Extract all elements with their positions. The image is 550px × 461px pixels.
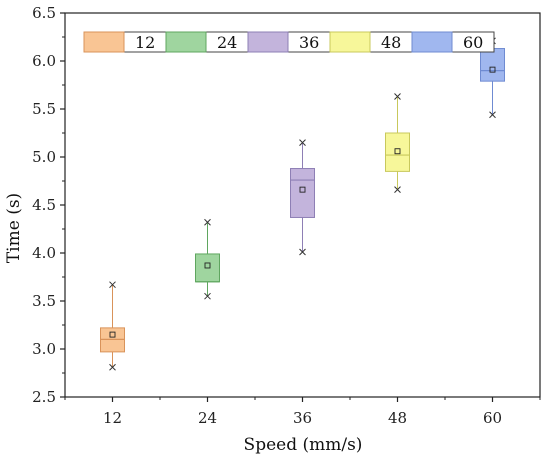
y-ticks: 2.5 3.0 3.5 4.0 4.5 5.0 5.5 6.0 6.5 (32, 4, 65, 406)
y-tick-label: 3.0 (32, 340, 56, 358)
legend-swatch-12 (83, 31, 125, 53)
y-tick-label: 5.0 (32, 148, 56, 166)
x-ticks: 12 24 36 48 60 (64, 397, 541, 427)
box-48 (385, 93, 410, 193)
legend-label-48: 48 (381, 33, 401, 52)
mean-marker (489, 66, 496, 73)
legend-swatch-24 (165, 31, 207, 53)
legend-label-36: 36 (299, 33, 319, 52)
y-tick-label: 4.5 (32, 196, 56, 214)
mean-marker (204, 262, 211, 269)
y-axis-title: Time (s) (4, 193, 24, 263)
extreme-marker (204, 292, 211, 300)
extreme-marker (394, 186, 401, 193)
box-60 (480, 37, 505, 119)
x-tick-label: 60 (483, 409, 502, 427)
legend: 12 24 36 48 60 (83, 31, 495, 53)
x-tick-label: 48 (388, 409, 407, 427)
y-tick-label: 5.5 (32, 100, 56, 118)
boxes (100, 37, 505, 371)
extreme-marker (109, 281, 116, 289)
extreme-marker (109, 363, 116, 371)
mean-marker (109, 331, 116, 338)
box-body (385, 132, 410, 172)
legend-label-24: 24 (217, 33, 237, 52)
extreme-marker (299, 139, 306, 146)
legend-swatch-60 (411, 31, 453, 53)
legend-swatch-36 (247, 31, 289, 53)
y-tick-label: 6.0 (32, 52, 56, 70)
y-tick-label: 6.5 (32, 4, 56, 22)
extreme-marker (394, 93, 401, 100)
extreme-marker (204, 218, 211, 226)
legend-swatch-48 (329, 31, 371, 53)
legend-label-12: 12 (135, 33, 155, 52)
y-tick-label: 2.5 (32, 388, 56, 406)
extreme-marker (299, 248, 306, 256)
mean-marker (394, 148, 401, 155)
mean-marker (299, 186, 306, 193)
box-24 (195, 218, 220, 300)
box-body (290, 168, 315, 218)
x-tick-label: 12 (103, 409, 122, 427)
box-body (480, 48, 505, 82)
extreme-marker (489, 111, 496, 119)
x-tick-label: 24 (198, 409, 217, 427)
x-tick-label: 36 (293, 409, 312, 427)
box-36 (290, 139, 315, 256)
legend-label-60: 60 (463, 33, 483, 52)
y-tick-label: 4.0 (32, 244, 56, 262)
x-axis-title: Speed (mm/s) (244, 435, 363, 455)
y-tick-label: 3.5 (32, 292, 56, 310)
box-12 (100, 281, 125, 371)
